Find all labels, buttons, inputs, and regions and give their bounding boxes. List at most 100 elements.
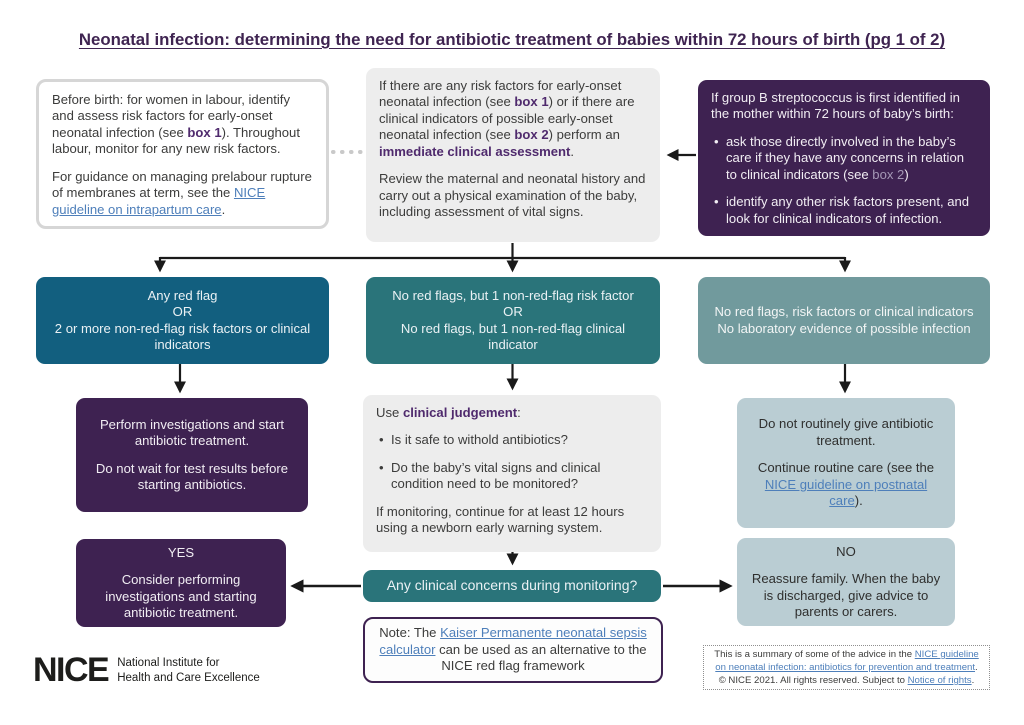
text-segment: ask those directly involved in the baby’… — [726, 133, 965, 182]
text-segment: . — [570, 143, 575, 159]
paragraph: Before birth: for women in labour, ident… — [52, 92, 313, 158]
text-segment: Perform investigations and start antibio… — [99, 416, 285, 449]
red-flag-box: Any red flag OR 2 or more non-red-flag ris… — [36, 277, 329, 364]
neonatal-infection-guideline-link[interactable]: NICE guideline on neonatal infection: an… — [715, 648, 979, 673]
text-segment: No red flags, but 1 non-red-flag clinica… — [400, 320, 626, 352]
text-segment: Note: The — [379, 625, 441, 641]
paragraph: Note: The Kaiser Permanente neonatal sep… — [375, 625, 651, 674]
paragraph: 2 or more non-red-flag risk factors or c… — [49, 321, 316, 354]
assessment-box: If there are any risk factors for early-… — [366, 68, 660, 242]
no-box: NO Reassure family. When the baby is disc… — [737, 538, 955, 626]
paragraph: No red flags, but 1 non-red-flag risk fa… — [379, 288, 647, 304]
paragraph: Do the baby’s vital signs and clinical c… — [376, 460, 648, 493]
text-segment: ) perform an — [548, 127, 620, 143]
yes-box: YES Consider performing investigations an… — [76, 539, 286, 627]
paragraph: Consider performing investigations and s… — [89, 572, 273, 621]
gbs-box: If group B streptococcus is first identi… — [698, 80, 990, 236]
nice-logo: NICE National Institute for Health and C… — [33, 651, 260, 690]
text-segment: 2 or more non-red-flag risk factors or c… — [54, 320, 311, 352]
text-segment: ) or if there are clinical indicators of… — [379, 94, 635, 143]
paragraph: No red flags, but 1 non-red-flag clinica… — [379, 321, 647, 354]
nice-logo-tagline-line2: Health and Care Excellence — [117, 671, 260, 684]
text-segment: No red flags, risk factors or clinical i… — [714, 304, 974, 320]
paragraph: For guidance on managing prelabour ruptu… — [52, 169, 313, 218]
paragraph: Do not routinely give antibiotic treatme… — [750, 416, 942, 449]
paragraph: Use clinical judgement: — [376, 405, 648, 421]
text-segment: This is a summary of some of the advice … — [714, 648, 915, 660]
paragraph: Perform investigations and start antibio… — [89, 417, 295, 450]
paragraph: ask those directly involved in the baby’… — [711, 134, 977, 183]
text-segment: If group B streptococcus is first identi… — [711, 90, 960, 122]
paragraph: If there are any risk factors for early-… — [379, 78, 647, 160]
paragraph: Review the maternal and neonatal history… — [379, 171, 647, 220]
text-segment: . — [971, 675, 975, 687]
kaiser-permanente-link[interactable]: Kaiser Permanente neonatal sepsis calcul… — [379, 625, 647, 657]
text-segment: If there are any risk factors for early-… — [379, 78, 622, 110]
text-segment: Before birth: for women in labour, ident… — [52, 92, 290, 140]
intrapartum-care-link[interactable]: NICE guideline on intrapartum care — [52, 185, 266, 217]
text-segment: No laboratory evidence of possible infec… — [717, 320, 971, 336]
nice-logo-text: NICE — [33, 651, 110, 689]
text-segment: immediate clinical assessment — [379, 143, 571, 159]
text-segment: Reassure family. When the baby is discha… — [751, 571, 941, 619]
postnatal-care-link[interactable]: NICE guideline on postnatal care — [764, 476, 928, 509]
no-flags-box: No red flags, risk factors or clinical i… — [698, 277, 990, 364]
text-segment: ). Throughout labour, monitor for any ne… — [52, 124, 300, 157]
nice-logo-tagline: National Institute for Health and Care E… — [117, 656, 260, 686]
paragraph: NO — [750, 544, 942, 560]
text-segment: Use — [376, 405, 403, 420]
text-segment: can be used as an alternative to the NIC… — [435, 641, 647, 674]
text-segment: ). — [854, 493, 863, 509]
copyright-box: This is a summary of some of the advice … — [703, 645, 990, 690]
clinical-judgement-box: Use clinical judgement: Is it safe to wit… — [363, 395, 661, 552]
text-segment: clinical judgement — [402, 405, 518, 420]
text-segment: YES — [167, 544, 195, 560]
text-segment: If monitoring, continue for at least 12 … — [376, 503, 625, 536]
paragraph: No laboratory evidence of possible infec… — [711, 321, 977, 337]
text-segment: No red flags, but 1 non-red-flag risk fa… — [392, 287, 634, 303]
paragraph: YES — [89, 545, 273, 561]
text-segment: Do not wait for test results before star… — [95, 460, 289, 492]
paragraph: If group B streptococcus is first identi… — [711, 90, 977, 123]
paragraph: OR — [379, 304, 647, 320]
text-segment: Any red flag — [147, 287, 218, 303]
paragraph: Reassure family. When the baby is discha… — [750, 571, 942, 620]
text-segment: Is it safe to withold antibiotics? — [391, 432, 568, 448]
text-segment: For guidance on managing prelabour ruptu… — [52, 168, 312, 201]
text-segment: Consider performing investigations and s… — [105, 572, 257, 620]
paragraph: OR — [49, 304, 316, 320]
text-segment: identify any other risk factors present,… — [726, 194, 970, 226]
text-segment: : — [517, 405, 521, 420]
text-segment: box 2 — [514, 127, 549, 143]
text-segment: Do the baby’s vital signs and clinical c… — [391, 459, 601, 492]
paragraph: No red flags, risk factors or clinical i… — [711, 304, 977, 320]
paragraph: Is it safe to withold antibiotics? — [376, 432, 648, 449]
text-segment: Continue routine care (see the — [757, 460, 935, 476]
monitoring-question-box: Any clinical concerns during monitoring? — [363, 570, 661, 602]
nice-logo-tagline-line1: National Institute for — [117, 656, 220, 669]
notice-of-rights-link[interactable]: Notice of rights — [907, 675, 972, 687]
text-segment: box 1 — [187, 124, 222, 140]
paragraph: identify any other risk factors present,… — [711, 194, 977, 227]
one-risk-factor-box: No red flags, but 1 non-red-flag risk fa… — [366, 277, 660, 364]
paragraph: If monitoring, continue for at least 12 … — [376, 504, 648, 537]
text-segment: box 1 — [514, 94, 549, 110]
text-segment: ) — [904, 166, 909, 182]
text-segment: box 2 — [872, 166, 905, 182]
no-routine-antibiotics-box: Do not routinely give antibiotic treatme… — [737, 398, 955, 528]
text-segment: NO — [836, 543, 856, 559]
text-segment: . © NICE 2021. All rights reserved. Subj… — [718, 661, 978, 687]
before-birth-box: Before birth: for women in labour, ident… — [36, 79, 329, 229]
monitoring-question-label: Any clinical concerns during monitoring? — [386, 577, 638, 594]
text-segment: OR — [172, 304, 193, 320]
text-segment: . — [221, 201, 226, 217]
page-title: Neonatal infection: determining the need… — [78, 30, 946, 49]
perform-investigations-box: Perform investigations and start antibio… — [76, 398, 308, 512]
note-box: Note: The Kaiser Permanente neonatal sep… — [363, 617, 663, 683]
text-segment: OR — [503, 304, 523, 320]
paragraph: Any red flag — [49, 288, 316, 304]
text-segment: Do not routinely give antibiotic treatme… — [758, 416, 934, 448]
text-segment: Review the maternal and neonatal history… — [379, 171, 646, 220]
paragraph: This is a summary of some of the advice … — [711, 648, 982, 687]
